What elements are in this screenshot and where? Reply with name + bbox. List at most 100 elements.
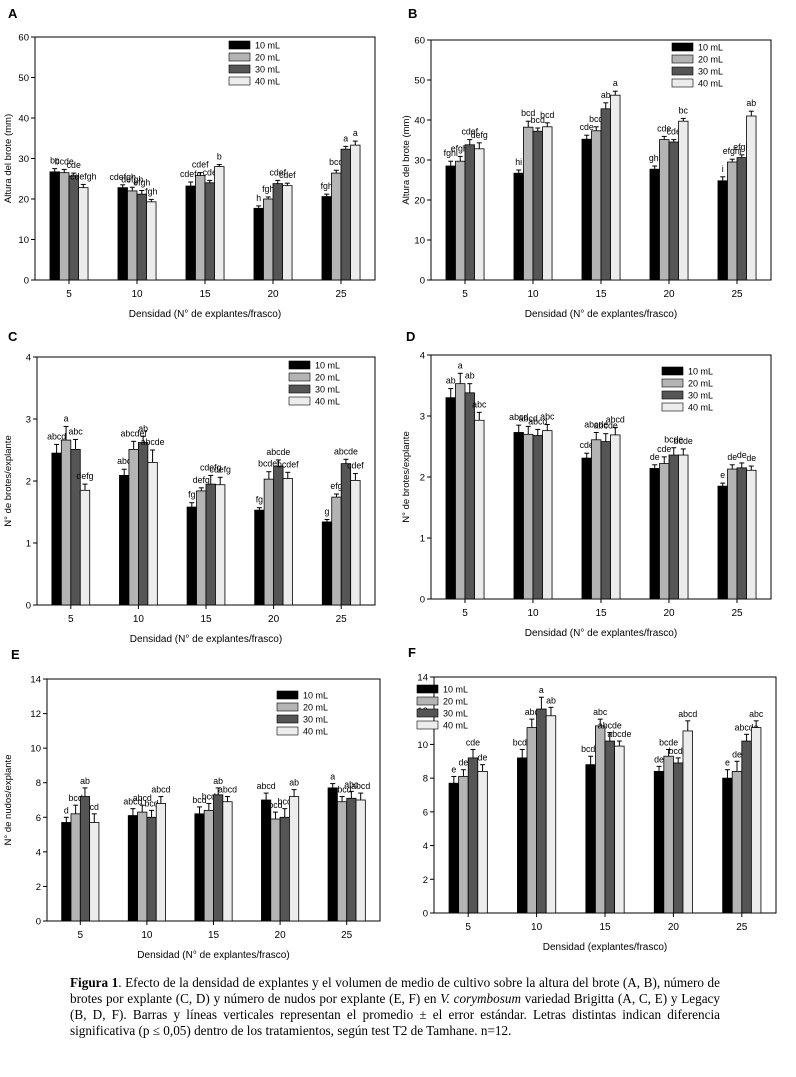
bar bbox=[61, 822, 72, 922]
bar bbox=[542, 126, 553, 281]
significance-letter: abcd bbox=[332, 785, 351, 795]
significance-letter: abcd bbox=[606, 415, 625, 425]
significance-letter: abc bbox=[540, 412, 555, 422]
bar bbox=[722, 777, 733, 914]
significance-letter: abcde bbox=[735, 722, 759, 732]
bar bbox=[727, 161, 738, 281]
legend-label: 30 mL bbox=[443, 709, 468, 719]
significance-letter: fgh bbox=[145, 186, 157, 196]
significance-letter: cde bbox=[580, 122, 594, 132]
legend-swatch bbox=[276, 714, 299, 724]
legend-label: 20 mL bbox=[443, 697, 468, 707]
significance-letter: a bbox=[613, 78, 618, 88]
y-tick-label: 30 bbox=[414, 156, 425, 167]
legend-label: 40 mL bbox=[315, 397, 340, 407]
significance-letter: abc bbox=[117, 456, 132, 466]
bar bbox=[49, 171, 60, 281]
bar bbox=[79, 489, 91, 606]
significance-letter: bcd bbox=[531, 115, 545, 125]
bar bbox=[445, 397, 456, 600]
significance-letter: cde bbox=[466, 737, 480, 747]
bar bbox=[585, 764, 596, 914]
bar bbox=[581, 457, 592, 600]
x-tick-label: 5 bbox=[462, 608, 468, 619]
x-tick-label: 10 bbox=[527, 289, 539, 300]
legend-swatch bbox=[288, 384, 311, 394]
legend-swatch bbox=[288, 372, 311, 382]
y-tick-label: 1 bbox=[26, 539, 31, 550]
legend-label: 20 mL bbox=[688, 379, 713, 389]
significance-letter: abcd bbox=[351, 781, 370, 791]
y-tick-label: 10 bbox=[18, 235, 29, 246]
legend-label: 20 mL bbox=[303, 703, 328, 713]
significance-letter: a bbox=[64, 413, 69, 423]
significance-letter: fgh bbox=[321, 181, 333, 191]
bar bbox=[340, 463, 352, 606]
bar bbox=[653, 771, 665, 914]
bar bbox=[327, 787, 338, 922]
x-tick-label: 20 bbox=[663, 289, 675, 300]
bar bbox=[455, 160, 466, 281]
y-tick-label: 6 bbox=[423, 807, 428, 818]
significance-letter: bcd bbox=[192, 795, 206, 805]
legend-label: 40 mL bbox=[688, 403, 713, 413]
legend-label: 10 mL bbox=[315, 361, 340, 371]
bar bbox=[78, 187, 89, 281]
significance-letter: bcd bbox=[69, 793, 83, 803]
significance-letter: bcde bbox=[659, 737, 678, 747]
y-tick-label: 8 bbox=[423, 774, 428, 785]
bar bbox=[331, 496, 342, 606]
bar bbox=[526, 727, 538, 914]
panel-letter-d: D bbox=[406, 329, 415, 344]
x-tick-label: 20 bbox=[275, 930, 287, 941]
bar bbox=[659, 463, 670, 600]
x-tick-label: 25 bbox=[731, 289, 743, 300]
significance-letter: cdef bbox=[347, 461, 364, 471]
bar bbox=[136, 193, 147, 281]
caption-text-2: variedad Brigitta (A, C, E) y Legacy (B,… bbox=[70, 991, 721, 1038]
bar bbox=[717, 180, 728, 281]
x-tick-label: 25 bbox=[731, 608, 743, 619]
bar bbox=[321, 521, 333, 606]
x-tick-label: 25 bbox=[335, 289, 347, 300]
significance-letter: cde bbox=[667, 127, 681, 137]
significance-letter: efgh bbox=[733, 142, 750, 152]
bar bbox=[119, 475, 130, 606]
legend-label: 40 mL bbox=[255, 77, 280, 87]
significance-letter: de bbox=[727, 452, 737, 462]
significance-letter: bcd bbox=[329, 157, 343, 167]
significance-letter: abcde bbox=[598, 721, 622, 731]
x-tick-label: 10 bbox=[531, 922, 543, 933]
significance-letter: bcd bbox=[202, 791, 216, 801]
y-tick-label: 14 bbox=[417, 673, 428, 684]
significance-letter: abcde bbox=[584, 419, 608, 429]
bar bbox=[659, 139, 670, 281]
significance-letter: bcde bbox=[674, 436, 693, 446]
significance-letter: de bbox=[732, 749, 742, 759]
y-tick-label: 8 bbox=[36, 778, 41, 789]
bar bbox=[272, 183, 283, 281]
significance-letter: abcd bbox=[47, 431, 66, 441]
y-tick-label: 2 bbox=[36, 882, 41, 893]
bar bbox=[542, 430, 553, 600]
y-axis-label: Altura del brote (mm) bbox=[3, 114, 14, 203]
x-tick-label: 10 bbox=[527, 608, 539, 619]
significance-letter: cdef bbox=[279, 170, 296, 180]
significance-letter: cdef bbox=[192, 160, 209, 170]
bar bbox=[127, 815, 138, 922]
x-tick-label: 10 bbox=[131, 289, 143, 300]
bar bbox=[464, 144, 475, 281]
bar bbox=[346, 797, 357, 922]
bar bbox=[672, 762, 684, 914]
legend-swatch bbox=[228, 64, 251, 74]
significance-letter: abcd bbox=[218, 785, 237, 795]
bar bbox=[678, 120, 689, 281]
significance-letter: abcd bbox=[151, 785, 170, 795]
significance-letter: abcd bbox=[509, 412, 528, 422]
bar bbox=[355, 799, 366, 922]
panel-letter-b: B bbox=[408, 6, 417, 21]
y-tick-label: 3 bbox=[420, 412, 425, 423]
bar bbox=[445, 165, 456, 281]
x-tick-label: 20 bbox=[267, 289, 279, 300]
x-tick-label: 5 bbox=[66, 289, 72, 300]
